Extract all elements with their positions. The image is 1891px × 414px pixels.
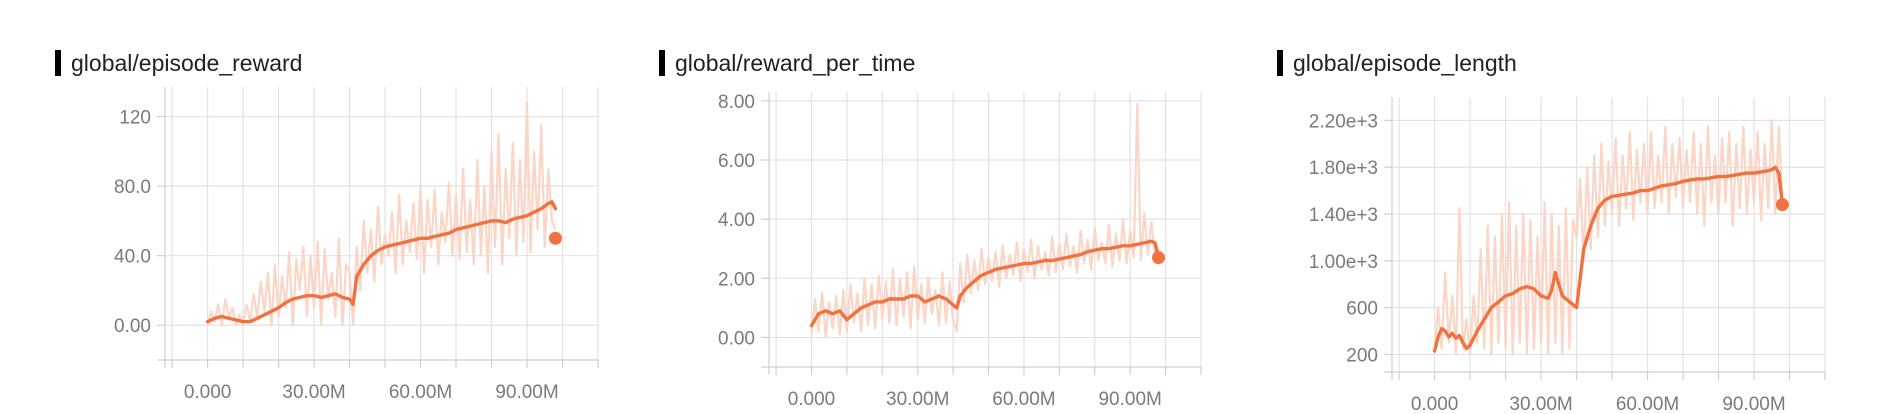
raw-series-line	[206, 101, 557, 327]
raw-series-line	[810, 102, 1160, 339]
grid-lines	[1392, 97, 1826, 372]
last-value-marker	[1152, 251, 1166, 265]
x-tick-label: 30.00M	[1509, 394, 1572, 414]
chart-panel-episode-length: global/episode_length 200 600 1.00e+3 1.40e…	[1277, 0, 1837, 414]
y-tick-label: 1.00e+3	[1309, 252, 1378, 273]
x-tick-label: 30.00M	[282, 382, 345, 403]
chart-title: global/episode_length	[1293, 49, 1517, 76]
x-tick-label: 30.00M	[886, 389, 949, 410]
title-bar-marker	[55, 50, 61, 76]
chart-title-row: global/episode_length	[1277, 50, 1517, 76]
x-tick-label: 90.00M	[1098, 389, 1161, 410]
y-tick-label: 1.40e+3	[1309, 205, 1378, 226]
title-bar-marker	[659, 50, 665, 76]
y-tick-label: 1.80e+3	[1309, 158, 1378, 179]
y-tick-label: 40.0	[114, 247, 151, 268]
smoothed-series-line	[809, 239, 1161, 328]
last-value-marker	[1775, 198, 1789, 212]
chart-title: global/reward_per_time	[675, 49, 916, 76]
chart-panel-reward-per-time: global/reward_per_time 0.00 2.00 4.00 6.00 8…	[659, 0, 1219, 414]
chart-panel-episode-reward: global/episode_reward 0.00 40.0 80.0 120 0.0…	[55, 0, 615, 414]
y-tick-label: 600	[1346, 299, 1378, 320]
y-tick-label: 0.00	[114, 316, 151, 337]
smoothed-series-line	[205, 200, 558, 324]
raw-series-line	[1433, 119, 1784, 356]
x-tick-label: 0.000	[788, 389, 836, 410]
chart-svg: 0.00 2.00 4.00 6.00 8.00 0.000 30.00M 60.00M 90.…	[718, 92, 1202, 410]
title-bar-marker	[1277, 50, 1283, 76]
y-tick-label: 4.00	[718, 210, 755, 231]
y-tick-label: 200	[1346, 345, 1378, 366]
y-tick-label: 6.00	[718, 151, 755, 172]
x-tick-label: 60.00M	[389, 382, 452, 403]
grid-lines	[769, 92, 1202, 367]
x-tick-label: 60.00M	[992, 389, 1055, 410]
y-tick-label: 0.00	[718, 328, 755, 349]
smoothed-series-line	[1432, 165, 1785, 353]
x-tick-label: 0.000	[184, 382, 232, 403]
x-tick-label: 0.000	[1411, 394, 1459, 414]
x-tick-label: 90.00M	[1722, 394, 1785, 414]
y-tick-label: 80.0	[114, 177, 151, 198]
y-tick-label: 120	[119, 108, 151, 129]
y-tick-label: 2.20e+3	[1309, 111, 1378, 132]
chart-svg: 0.00 40.0 80.0 120 0.000 30.00M 60.00M 90.00M	[114, 87, 599, 403]
y-tick-label: 8.00	[718, 92, 755, 113]
y-tick-label: 2.00	[718, 269, 755, 290]
chart-title-row: global/episode_reward	[55, 50, 302, 76]
x-tick-label: 90.00M	[495, 382, 558, 403]
last-value-marker	[548, 231, 562, 245]
x-tick-label: 60.00M	[1616, 394, 1679, 414]
chart-title: global/episode_reward	[71, 49, 303, 76]
chart-svg: 200 600 1.00e+3 1.40e+3 1.80e+3 2.20e+3 0.000 3…	[1309, 97, 1826, 414]
chart-title-row: global/reward_per_time	[659, 50, 915, 76]
